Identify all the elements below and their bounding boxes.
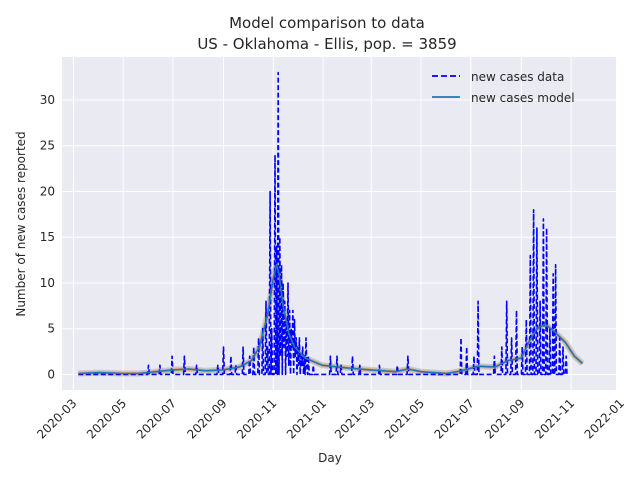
x-tick-label: 2021-07 — [432, 396, 477, 441]
series-line-data — [78, 71, 568, 376]
x-tick-label: 2021-03 — [332, 396, 377, 441]
y-tick-label: 5 — [47, 322, 55, 336]
y-tick-label: 25 — [40, 139, 55, 153]
legend: new cases data new cases model — [432, 70, 575, 105]
x-tick-label: 2021-09 — [482, 396, 527, 441]
y-tick-label: 30 — [40, 93, 55, 107]
legend-label-model: new cases model — [471, 91, 575, 105]
x-tick-label: 2020-11 — [234, 396, 279, 441]
y-tick-label: 0 — [47, 367, 55, 381]
x-tick-label: 2020-07 — [134, 396, 179, 441]
x-tick-label: 2020-05 — [84, 396, 129, 441]
y-tick-labels: 0 5 10 15 20 25 30 — [40, 93, 55, 381]
y-tick-label: 15 — [40, 230, 55, 244]
x-tick-labels: 2020-03 2020-05 2020-07 2020-09 2020-11 2021-… — [34, 396, 627, 441]
x-tick-label: 2020-03 — [34, 396, 79, 441]
chart-subtitle: US - Oklahoma - Ellis, pop. = 3859 — [197, 35, 456, 53]
series-line-model — [78, 263, 584, 375]
x-tick-label: 2021-01 — [284, 396, 329, 441]
x-tick-label: 2021-05 — [382, 396, 427, 441]
legend-label-data: new cases data — [471, 70, 564, 84]
x-tick-label: 2020-09 — [184, 396, 229, 441]
plot-area — [62, 57, 616, 390]
series-layer — [78, 71, 584, 376]
x-axis-label: Day — [318, 451, 342, 465]
y-tick-label: 20 — [40, 184, 55, 198]
y-tick-label: 10 — [40, 276, 55, 290]
x-tick-label: 2022-01 — [582, 396, 627, 441]
x-tick-label: 2021-11 — [532, 396, 577, 441]
chart-title: Model comparison to data — [229, 14, 425, 32]
grid-lines — [62, 57, 622, 390]
y-axis-label: Number of new cases reported — [14, 131, 28, 316]
